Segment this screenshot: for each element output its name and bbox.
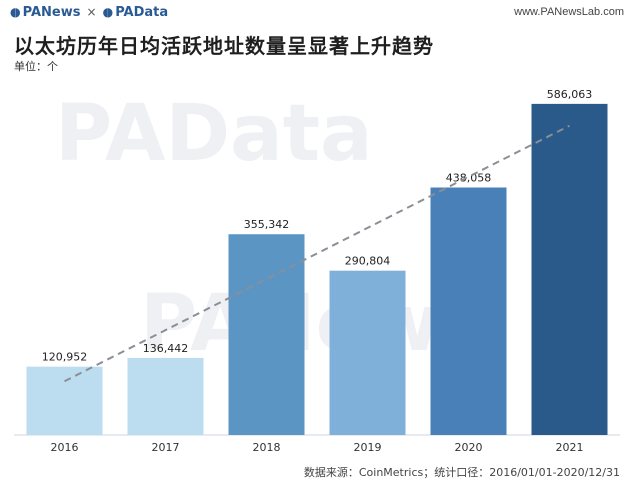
bar-2020 (430, 187, 507, 435)
padata-logo-icon: ◖◗ (102, 5, 114, 19)
top-bar: ◖◗ PANews × ◖◗ PAData www.PANewsLab.com (0, 0, 638, 24)
panews-logo: ◖◗ PANews (10, 5, 81, 20)
bar-2018 (228, 234, 305, 435)
unit-label: 单位：个 (14, 60, 58, 73)
data-label-2017: 136,442 (143, 342, 189, 355)
brand-separator: × (86, 5, 97, 19)
brand-logos: ◖◗ PANews × ◖◗ PAData (10, 5, 168, 20)
chart-title: 以太坊历年日均活跃地址数量呈显著上升趋势 (14, 34, 434, 58)
plot-area: 120,952 2016 136,442 2017 355,342 2018 290,804… (14, 88, 620, 454)
x-tick-label-2018: 2018 (253, 441, 281, 454)
x-tick-label-2020: 2020 (455, 441, 483, 454)
data-label-2018: 355,342 (244, 218, 290, 231)
panews-logo-icon: ◖◗ (10, 5, 21, 19)
trendline (64, 124, 570, 383)
watermark-bottom: PANews (140, 279, 487, 369)
data-label-2016: 120,952 (42, 351, 88, 364)
padata-logo-text: PAData (115, 4, 169, 20)
source-note: 数据来源：CoinMetrics；统计口径：2016/01/01-2020/12… (303, 466, 620, 479)
bar-2019 (329, 270, 406, 435)
bar-2017 (127, 357, 204, 435)
data-label-2020: 438,058 (446, 171, 492, 184)
bar-2021 (531, 103, 608, 436)
watermark-top: PAData (55, 89, 373, 179)
x-tick-label-2017: 2017 (152, 441, 180, 454)
site-url: www.PANewsLab.com (514, 6, 624, 18)
x-tick-label-2016: 2016 (51, 441, 79, 454)
padata-logo: ◖◗ PAData (103, 5, 169, 20)
x-tick-label-2021: 2021 (556, 441, 584, 454)
bar-2016 (26, 366, 103, 435)
panews-logo-text: PANews (22, 4, 81, 20)
data-label-2019: 290,804 (345, 255, 391, 268)
data-label-2021: 586,063 (547, 88, 593, 101)
watermark: PAData PANews (55, 89, 487, 369)
x-tick-label-2019: 2019 (354, 441, 382, 454)
